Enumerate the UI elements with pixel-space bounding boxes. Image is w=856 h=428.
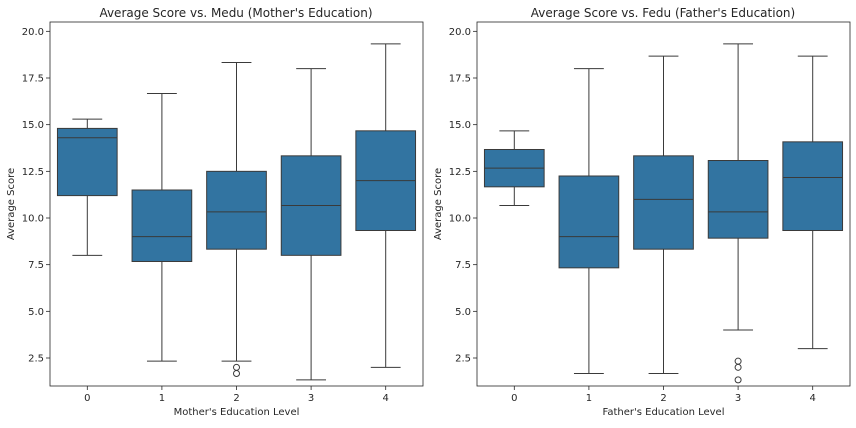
y-tick-label: 5.0 xyxy=(455,307,471,318)
box-4 xyxy=(782,55,844,350)
box-body xyxy=(206,170,267,250)
y-axis-label: Average Score xyxy=(433,168,444,240)
box-body xyxy=(56,127,118,197)
box-1 xyxy=(558,68,620,374)
box-body xyxy=(707,160,769,239)
box-body xyxy=(782,141,844,232)
box-1 xyxy=(131,92,193,362)
y-axis-label: Average Score xyxy=(6,168,17,240)
chart-title: Average Score vs. Medu (Mother's Educati… xyxy=(99,6,372,20)
box-0 xyxy=(56,118,118,256)
y-tick-label: 10.0 xyxy=(22,214,44,225)
x-tick-label: 1 xyxy=(159,393,165,404)
box-body xyxy=(131,189,193,262)
y-tick-label: 17.5 xyxy=(22,74,44,85)
x-tick-label: 2 xyxy=(660,393,666,404)
y-tick-label: 2.5 xyxy=(28,354,44,365)
y-tick-label: 17.5 xyxy=(449,74,471,85)
outlier-point xyxy=(734,363,742,371)
outlier-point xyxy=(734,376,742,384)
x-tick-label: 3 xyxy=(308,393,314,404)
box-body xyxy=(633,155,694,250)
chart-title: Average Score vs. Fedu (Father's Educati… xyxy=(531,6,795,20)
y-tick-label: 7.5 xyxy=(455,260,471,271)
chart-panel-2: Average Score vs. Fedu (Father's Educati… xyxy=(433,6,851,418)
outlier-point xyxy=(734,357,742,365)
x-tick-label: 3 xyxy=(735,393,741,404)
plot-frame xyxy=(49,21,424,387)
y-tick-label: 20.0 xyxy=(22,27,44,38)
x-tick-label: 0 xyxy=(84,393,90,404)
box-3 xyxy=(280,68,342,381)
x-tick-label: 4 xyxy=(810,393,816,404)
box-2 xyxy=(633,55,694,374)
y-tick-label: 15.0 xyxy=(22,120,44,131)
x-axis-label: Mother's Education Level xyxy=(174,407,300,418)
plot-frame xyxy=(476,21,851,387)
y-tick-label: 12.5 xyxy=(22,167,44,178)
box-4 xyxy=(355,43,417,368)
box-body xyxy=(558,175,620,269)
y-tick-label: 15.0 xyxy=(449,120,471,131)
x-axis-label: Father's Education Level xyxy=(603,407,725,418)
y-tick-label: 7.5 xyxy=(28,260,44,271)
y-tick-label: 10.0 xyxy=(449,214,471,225)
outlier-point xyxy=(233,363,240,371)
x-tick-label: 2 xyxy=(233,393,239,404)
box-2 xyxy=(206,62,267,377)
chart-panel-1: Average Score vs. Medu (Mother's Educati… xyxy=(6,6,424,418)
box-3 xyxy=(707,43,769,384)
y-tick-label: 12.5 xyxy=(449,167,471,178)
outlier-point xyxy=(233,369,240,377)
x-tick-label: 0 xyxy=(511,393,517,404)
y-tick-label: 20.0 xyxy=(449,27,471,38)
y-tick-label: 5.0 xyxy=(28,307,44,318)
box-0 xyxy=(483,130,545,206)
x-tick-label: 4 xyxy=(383,393,389,404)
x-tick-label: 1 xyxy=(586,393,592,404)
y-tick-label: 2.5 xyxy=(455,354,471,365)
